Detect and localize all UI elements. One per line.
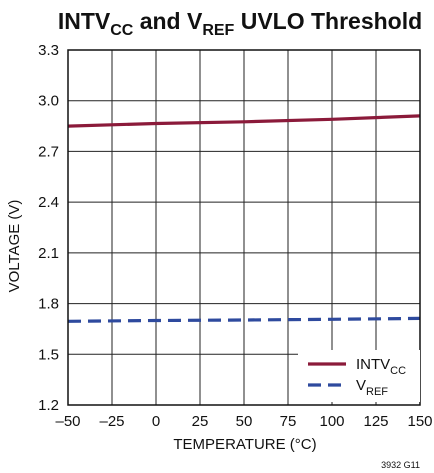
chart-title: INTVCC and VREF UVLO Threshold: [58, 8, 422, 39]
legend-label-vref: VREF: [356, 377, 388, 398]
x-tick-label: 150: [407, 413, 432, 430]
y-tick-label: 2.4: [38, 194, 59, 211]
y-tick-label: 2.1: [38, 245, 59, 262]
x-tick-labels: –50 –25 0 25 50 75 100 125 150: [55, 413, 432, 430]
chart-title-part: INTV: [58, 8, 111, 34]
x-tick-label: 75: [280, 413, 297, 430]
x-tick-label: 125: [363, 413, 388, 430]
y-tick-label: 1.5: [38, 346, 59, 363]
x-tick-label: 50: [236, 413, 253, 430]
legend-label-base: INTV: [356, 356, 390, 373]
y-tick-label: 1.8: [38, 296, 59, 313]
y-tick-label: 1.2: [38, 397, 59, 414]
y-axis-label: VOLTAGE (V): [6, 200, 23, 293]
y-tick-label: 2.7: [38, 143, 59, 160]
series-layer: [67, 114, 421, 323]
legend-label-subscript: CC: [390, 365, 406, 377]
chart-title-subscript: CC: [110, 22, 134, 39]
chart-title-part: and V: [133, 8, 203, 34]
y-tick-label: 3.3: [38, 42, 59, 59]
legend-label-base: V: [356, 377, 366, 394]
x-tick-label: 25: [192, 413, 209, 430]
series-line-intvcc: [67, 114, 421, 128]
y-tick-labels: 1.2 1.5 1.8 2.1 2.4 2.7 3.0 3.3: [38, 42, 59, 414]
x-axis-label: TEMPERATURE (°C): [173, 436, 316, 453]
x-tick-label: 100: [319, 413, 344, 430]
x-tick-label: 0: [152, 413, 160, 430]
chart-title-subscript: REF: [202, 22, 234, 39]
legend-box: [298, 350, 420, 402]
legend-label-subscript: REF: [366, 386, 388, 398]
x-tick-label: –50: [55, 413, 80, 430]
y-tick-label: 3.0: [38, 93, 59, 110]
legend-label-intvcc: INTVCC: [356, 356, 406, 377]
chart-title-part: UVLO Threshold: [234, 8, 422, 34]
x-tick-label: –25: [99, 413, 124, 430]
plot-frame: [67, 49, 421, 406]
figure-code: 3932 G11: [381, 460, 420, 470]
